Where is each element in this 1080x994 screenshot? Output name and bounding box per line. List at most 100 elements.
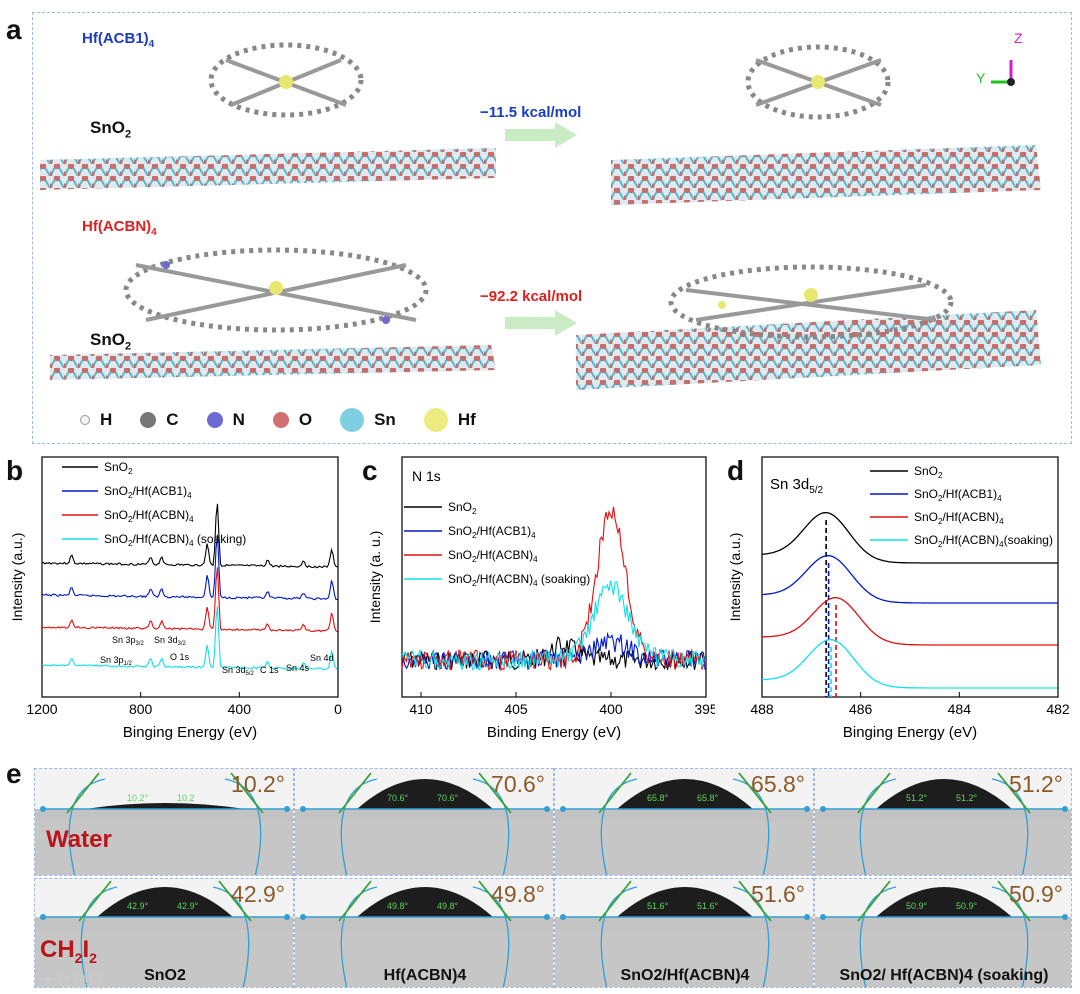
slab-1 — [40, 148, 496, 190]
contact-angle-value: 51.2° — [1009, 771, 1063, 797]
d-series-line — [761, 639, 1058, 689]
arrow-acb1 — [505, 122, 577, 148]
energy-acbn: −92.2 kcal/mol — [480, 288, 583, 305]
panel-label-c: c — [362, 455, 378, 486]
tangent-line — [997, 772, 1031, 814]
contact-angle-ch2i2-4: 50.9° 50.9° 50.9° SnO2/ Hf(ACBN)4 (soaking) — [814, 878, 1072, 988]
droplet — [876, 779, 1012, 809]
x-tick-label: 0 — [334, 701, 342, 717]
small-angle-right: 70.6° — [437, 793, 459, 803]
slab-4 — [576, 310, 1041, 390]
small-angle-right: 50.9° — [956, 901, 978, 911]
small-angle-left: 50.9° — [906, 901, 928, 911]
sno2-label-top: SnO2 — [90, 118, 132, 141]
b-ann-o1s: O 1s — [170, 652, 190, 662]
droplet — [617, 779, 753, 809]
liquid-ch2i2: CH2I2 — [40, 936, 97, 966]
legend-label: SnO2/Hf(ACBN)4 — [104, 508, 194, 524]
sample-caption: SnO2 — [144, 967, 186, 984]
baseline-marker — [560, 806, 566, 812]
x-tick-label: 395 — [694, 701, 715, 717]
molecule-acbn-left — [123, 247, 429, 333]
substrate-shadow — [35, 821, 293, 875]
baseline-marker — [300, 806, 306, 812]
fit-arc — [991, 778, 1029, 875]
legend-o: O — [272, 410, 312, 430]
baseline-marker — [40, 806, 46, 812]
baseline-marker — [284, 806, 290, 812]
legend-label: SnO2/Hf(ACBN)4 — [914, 510, 1004, 526]
tangent-line — [66, 772, 100, 814]
small-angle-left: 51.2° — [906, 793, 928, 803]
fit-arc — [80, 886, 118, 987]
b-ann-sn4d: Sn 4d — [310, 653, 334, 663]
fit-arc — [340, 886, 378, 987]
contact-angle-ch2i2-1: 42.9° 42.9° 42.9° SnO2 — [34, 878, 294, 988]
fit-arc — [859, 886, 897, 987]
baseline-marker — [1062, 806, 1068, 812]
fit-arc — [732, 886, 770, 987]
tangent-line — [857, 772, 891, 814]
fit-arc — [732, 778, 770, 875]
contact-angle-ch2i2-3: 51.6° 51.6° 51.6° SnO2/Hf(ACBN)4 — [554, 878, 814, 988]
substrate-shadow — [815, 821, 1071, 875]
small-angle-left: 70.6° — [387, 793, 409, 803]
fit-arc — [340, 778, 378, 875]
tangent-line — [598, 772, 632, 814]
tangent-line — [738, 772, 772, 814]
d-title: Sn 3d5/2 — [770, 476, 824, 496]
substrate-shadow — [295, 821, 553, 875]
small-angle-right: 51.6° — [697, 901, 719, 911]
legend-label: SnO2/Hf(ACB1)4 — [914, 487, 1002, 503]
contact-angle-value: 70.6° — [491, 771, 545, 797]
tangent-line — [478, 772, 512, 814]
droplet — [876, 887, 1012, 917]
substrate-shadow — [815, 929, 1071, 987]
legend-label: SnO2/Hf(ACBN)4 (soaking) — [104, 532, 246, 548]
contact-angle-value: 10.2° — [231, 771, 285, 797]
b-ann-c1s: C 1s — [260, 665, 279, 675]
b-ann-sn3d32: Sn 3d3/2 — [154, 635, 187, 647]
small-angle-left: 49.8° — [387, 901, 409, 911]
baseline-marker — [820, 914, 826, 920]
mol1-title: Hf(ACB1)4 — [82, 30, 155, 50]
molecule-acb1-left — [208, 42, 364, 118]
sample-caption: Hf(ACBN)4 — [383, 967, 467, 984]
chart-b: 1200 800 400 0 Binging Energy (eV) Intensit… — [9, 456, 342, 741]
small-angle-left: 51.6° — [647, 901, 669, 911]
legend-hf: Hf — [423, 408, 476, 432]
tangent-line — [478, 880, 512, 922]
droplet — [357, 887, 493, 917]
fit-arc — [472, 778, 510, 875]
contact-angle-value: 42.9° — [231, 881, 285, 907]
d-series-line — [762, 597, 1058, 646]
substrate-shadow — [555, 821, 813, 875]
b-series-line — [41, 567, 338, 633]
c-title: N 1s — [412, 468, 441, 484]
legend-h: H — [80, 410, 112, 430]
legend-label: SnO2/Hf(ACBN)4(soaking) — [914, 533, 1053, 549]
small-angle-right: 10.2 — [177, 793, 195, 803]
fit-arc — [68, 778, 106, 875]
contact-angle-value: 51.6° — [751, 881, 805, 907]
contact-angle-value: 50.9° — [1009, 881, 1063, 907]
baseline-marker — [804, 914, 810, 920]
x-tick-label: 800 — [129, 701, 153, 717]
substrate-shadow — [35, 929, 293, 987]
b-ann-sn3d52: Sn 3d5/2 — [222, 665, 255, 677]
fit-arc — [600, 886, 638, 987]
tangent-line — [338, 880, 372, 922]
baseline-marker — [284, 914, 290, 920]
small-angle-right: 51.2° — [956, 793, 978, 803]
chart-d: Sn 3d5/2 488 486 484 482 Binging Energy (eV… — [727, 456, 1070, 741]
x-tick-label: 1200 — [26, 701, 57, 717]
x-tick-label: 482 — [1046, 701, 1070, 717]
legend-label: SnO2/Hf(ACBN)4 — [448, 548, 538, 564]
droplet — [617, 887, 753, 917]
fit-arc — [472, 886, 510, 987]
legend-label: SnO2 — [104, 460, 133, 476]
x-tick-label: 484 — [948, 701, 972, 717]
d-ylabel: Intensity (a.u.) — [727, 533, 743, 622]
c-ylabel: Intensity (a. u.) — [367, 531, 383, 624]
tangent-line — [78, 880, 112, 922]
